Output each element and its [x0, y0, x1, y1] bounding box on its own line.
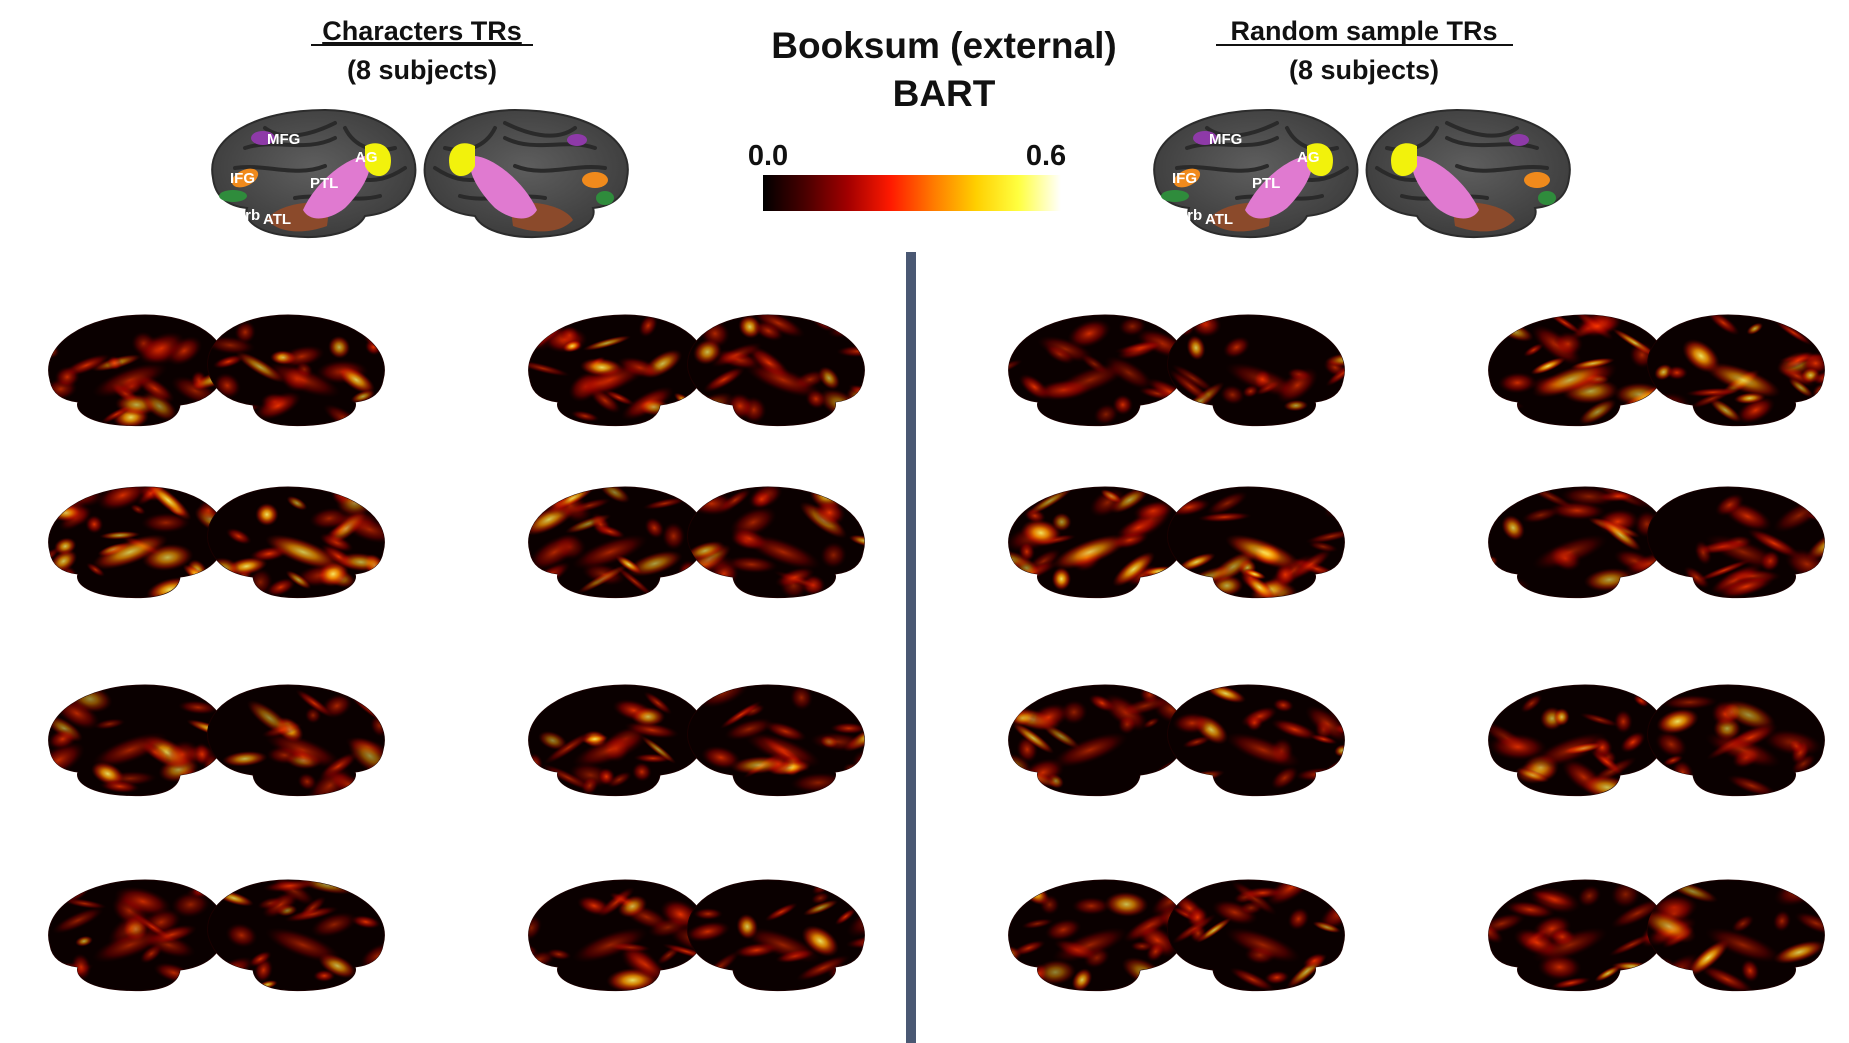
roi-label-ifg: IFG [230, 170, 255, 187]
right-hemisphere-map [687, 684, 865, 797]
subject-brain-map-r1-c4 [1488, 314, 1825, 427]
roi-mfg-patch [1193, 131, 1217, 145]
subject-brain-map-r3-c4 [1488, 684, 1825, 797]
roi-atlas-right: MFG IFG IFGorb ATL PTL AG [1153, 108, 1571, 238]
roi-label-ag: AG [355, 149, 378, 166]
subject-brain-grid [48, 314, 1825, 992]
left-hemisphere-map [1008, 486, 1186, 599]
roi-ptl-patch [303, 156, 370, 219]
subject-brain-map-r2-c3 [1008, 486, 1345, 599]
roi-ptl-patch-rh [1412, 156, 1479, 219]
left-hemisphere-map [1008, 684, 1186, 797]
left-hemisphere-map [1008, 314, 1186, 427]
right-hemisphere-map [687, 486, 865, 599]
roi-atlas-left: MFG IFG IFGorb ATL PTL AG [211, 108, 629, 238]
right-hemisphere-map [1167, 879, 1345, 992]
subject-brain-map-r1-c2 [528, 314, 865, 427]
subject-brain-map-r3-c1 [48, 684, 385, 797]
subject-brain-map-r3-c2 [528, 684, 865, 797]
right-hemisphere-map [1647, 486, 1825, 599]
left-hemisphere-map [48, 486, 226, 599]
left-hemisphere-map [528, 314, 706, 427]
subject-brain-map-r2-c2 [528, 486, 865, 599]
subject-brain-map-r4-c2 [528, 879, 865, 992]
left-hemisphere-map [1488, 486, 1666, 599]
roi-mfg-patch-rh [1509, 134, 1529, 146]
left-hemisphere-map [1488, 684, 1666, 797]
colorbar: 0.0 0.6 [748, 140, 1066, 211]
left-hemisphere-map [528, 486, 706, 599]
roi-label-ifgorb: IFGorb [1153, 207, 1202, 224]
roi-label-atl: ATL [1205, 211, 1233, 228]
left-panel-subtitle: (8 subjects) [347, 55, 497, 85]
subject-brain-map-r1-c1 [48, 314, 385, 427]
roi-label-atl: ATL [263, 211, 291, 228]
colorbar-max-label: 0.6 [1026, 140, 1066, 172]
roi-ifgorb-patch [219, 190, 247, 202]
roi-mfg-patch-rh [567, 134, 587, 146]
right-hemisphere-map [207, 314, 385, 427]
roi-label-ifgorb: IFGorb [211, 207, 260, 224]
left-panel-title: Characters TRs [322, 16, 522, 46]
roi-ifgorb-patch [1161, 190, 1189, 202]
right-hemisphere-map [1647, 879, 1825, 992]
colorbar-min-label: 0.0 [748, 140, 788, 172]
roi-ptl-patch-rh [470, 156, 537, 219]
right-hemisphere-map [687, 879, 865, 992]
subject-brain-map-r4-c3 [1008, 879, 1345, 992]
right-hemisphere-map [687, 314, 865, 427]
left-hemisphere-map [1008, 879, 1186, 992]
right-hemisphere-map [1167, 314, 1345, 427]
left-hemisphere-map [48, 314, 226, 427]
subject-brain-map-r4-c1 [48, 879, 385, 992]
atlas-left-hemisphere: MFG IFG IFGorb ATL PTL AG [211, 108, 417, 238]
roi-label-ag: AG [1297, 149, 1320, 166]
roi-ag-patch [1307, 143, 1333, 177]
subject-brain-map-r1-c3 [1008, 314, 1345, 427]
roi-ifg-patch-rh [582, 172, 608, 188]
right-hemisphere-map [207, 684, 385, 797]
roi-ifg-patch [231, 168, 259, 188]
panel-divider [906, 252, 916, 1043]
colorbar-gradient [763, 175, 1061, 211]
roi-ag-patch-rh [1391, 143, 1417, 177]
right-hemisphere-map [207, 879, 385, 992]
right-panel-title: Random sample TRs [1230, 16, 1497, 46]
left-hemisphere-map [48, 879, 226, 992]
left-hemisphere-map [1488, 314, 1666, 427]
roi-ifg-patch [1173, 168, 1201, 188]
left-hemisphere-map [1488, 879, 1666, 992]
atlas-right-hemisphere [1365, 108, 1571, 238]
atlas-right-hemisphere [423, 108, 629, 238]
right-hemisphere-map [1167, 486, 1345, 599]
center-title-line2: BART [893, 73, 996, 114]
roi-label-ptl: PTL [1252, 175, 1280, 192]
roi-label-ifg: IFG [1172, 170, 1197, 187]
right-hemisphere-map [1167, 684, 1345, 797]
roi-ag-patch [365, 143, 391, 177]
roi-label-ptl: PTL [310, 175, 338, 192]
roi-ptl-patch [1245, 156, 1312, 219]
roi-label-mfg: MFG [267, 131, 300, 148]
right-panel-subtitle: (8 subjects) [1289, 55, 1439, 85]
right-hemisphere-map [1647, 684, 1825, 797]
subject-brain-map-r2-c1 [48, 486, 385, 599]
right-hemisphere-map [207, 486, 385, 599]
roi-ifgorb-patch-rh [1538, 191, 1556, 205]
left-hemisphere-map [528, 879, 706, 992]
subject-brain-map-r4-c4 [1488, 879, 1825, 992]
subject-brain-map-r3-c3 [1008, 684, 1345, 797]
roi-ifg-patch-rh [1524, 172, 1550, 188]
subject-brain-map-r2-c4 [1488, 486, 1825, 599]
roi-ag-patch-rh [449, 143, 475, 177]
roi-mfg-patch [251, 131, 275, 145]
atlas-left-hemisphere: MFG IFG IFGorb ATL PTL AG [1153, 108, 1359, 238]
center-title-line1: Booksum (external) [771, 25, 1116, 66]
right-hemisphere-map [1647, 314, 1825, 427]
roi-ifgorb-patch-rh [596, 191, 614, 205]
roi-label-mfg: MFG [1209, 131, 1242, 148]
left-hemisphere-map [48, 684, 226, 797]
